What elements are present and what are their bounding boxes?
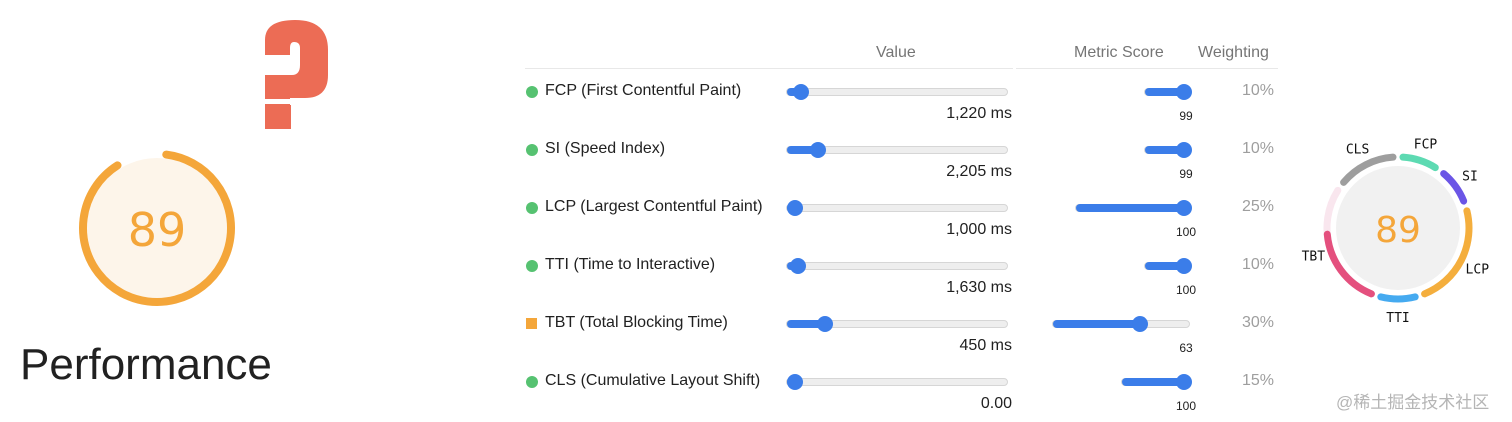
donut-segment-fcp — [1399, 153, 1439, 172]
score-slider-thumb[interactable] — [1131, 316, 1148, 332]
value-slider-thumb[interactable] — [793, 84, 810, 100]
donut-background — [1336, 166, 1460, 290]
value-slider[interactable] — [786, 316, 1008, 332]
score-slider[interactable] — [1121, 374, 1192, 390]
gauge-score: 89 — [128, 203, 187, 257]
header-metric-score: Metric Score — [1074, 44, 1164, 61]
metric-weight-donut: 89 FCP SI LCP TTI TBT CLS — [1302, 137, 1490, 326]
header-weighting: Weighting — [1198, 44, 1269, 61]
pass-circle-icon — [526, 144, 538, 156]
score-slider[interactable] — [1144, 142, 1192, 158]
metric-value: 0.00 — [980, 395, 1012, 412]
watermark: @稀土掘金技术社区 — [1336, 393, 1490, 412]
metric-label: TTI (Time to Interactive) — [545, 256, 716, 273]
question-mark-icon — [262, 20, 328, 129]
performance-gauge: 89 — [79, 20, 328, 306]
pass-circle-icon — [526, 376, 538, 388]
donut-label-tbt: TBT — [1302, 250, 1326, 265]
score-slider-fill — [1053, 320, 1140, 328]
metric-label: SI (Speed Index) — [545, 140, 666, 157]
value-slider-thumb[interactable] — [787, 200, 803, 216]
donut-segment-lcp — [1421, 207, 1473, 298]
value-slider-fill — [787, 146, 819, 154]
metric-value: 450 ms — [959, 337, 1012, 354]
metric-label: LCP (Largest Contentful Paint) — [545, 198, 763, 215]
score-slider-fill — [1145, 88, 1184, 96]
score-slider-fill — [1145, 262, 1184, 270]
gauge-arc — [79, 150, 235, 306]
metric-score: 100 — [1175, 399, 1197, 413]
metric-score: 99 — [1179, 109, 1193, 123]
score-slider-thumb[interactable] — [1175, 84, 1192, 100]
pass-circle-icon — [526, 202, 538, 214]
metric-score: 100 — [1175, 225, 1197, 239]
metric-weighting: 10% — [1241, 82, 1274, 99]
value-slider[interactable] — [786, 374, 1008, 390]
donut-segment-si — [1440, 170, 1468, 205]
value-slider[interactable] — [786, 258, 1008, 274]
score-slider[interactable] — [1144, 258, 1192, 274]
metric-value: 1,000 ms — [946, 221, 1012, 238]
metric-label: CLS (Cumulative Layout Shift) — [545, 372, 761, 389]
donut-label-lcp: LCP — [1466, 262, 1490, 277]
pass-circle-icon — [526, 86, 538, 98]
pass-circle-icon — [526, 260, 538, 272]
header-value: Value — [876, 44, 916, 61]
donut-segment-tbt — [1323, 230, 1375, 298]
header-divider — [1016, 68, 1278, 69]
gauge-background — [87, 158, 227, 298]
donut-segment-tti — [1377, 293, 1419, 303]
value-slider-thumb[interactable] — [790, 258, 807, 274]
donut-label-tti: TTI — [1386, 311, 1409, 326]
metric-weighting: 15% — [1241, 372, 1274, 389]
metric-weighting: 30% — [1241, 314, 1274, 331]
donut-label-fcp: FCP — [1414, 137, 1438, 152]
donut-segment-cls — [1340, 153, 1397, 186]
value-slider-thumb[interactable] — [816, 316, 833, 332]
score-slider-thumb[interactable] — [1176, 200, 1192, 216]
score-slider-fill — [1122, 378, 1184, 386]
value-slider-thumb[interactable] — [787, 374, 803, 390]
value-slider[interactable] — [786, 142, 1008, 158]
metric-score: 100 — [1175, 283, 1197, 297]
value-slider-fill — [787, 320, 825, 328]
metric-label: TBT (Total Blocking Time) — [545, 314, 728, 331]
score-slider-thumb[interactable] — [1175, 142, 1192, 158]
value-slider[interactable] — [786, 200, 1008, 216]
score-slider-thumb[interactable] — [1176, 258, 1192, 274]
metric-weighting: 10% — [1241, 256, 1274, 273]
metric-score: 63 — [1179, 341, 1193, 355]
average-square-icon — [526, 318, 537, 329]
score-slider-fill — [1145, 146, 1184, 154]
metric-value: 1,630 ms — [946, 279, 1012, 296]
metric-value: 1,220 ms — [946, 105, 1012, 122]
header-divider — [525, 68, 1013, 69]
value-slider[interactable] — [786, 84, 1008, 100]
score-slider[interactable] — [1075, 200, 1192, 216]
metric-label: FCP (First Contentful Paint) — [545, 82, 742, 99]
value-slider-thumb[interactable] — [810, 142, 827, 158]
score-slider[interactable] — [1144, 84, 1192, 100]
donut-label-si: SI — [1462, 170, 1478, 185]
score-slider[interactable] — [1052, 316, 1190, 332]
score-slider-fill — [1076, 204, 1184, 212]
performance-title: Performance — [20, 340, 272, 389]
donut-label-cls: CLS — [1346, 143, 1369, 158]
metric-weighting: 25% — [1241, 198, 1274, 215]
metric-weighting: 10% — [1241, 140, 1274, 157]
metric-score: 99 — [1179, 167, 1193, 181]
metric-value: 2,205 ms — [946, 163, 1012, 180]
donut-score: 89 — [1375, 210, 1421, 251]
score-slider-thumb[interactable] — [1176, 374, 1192, 390]
